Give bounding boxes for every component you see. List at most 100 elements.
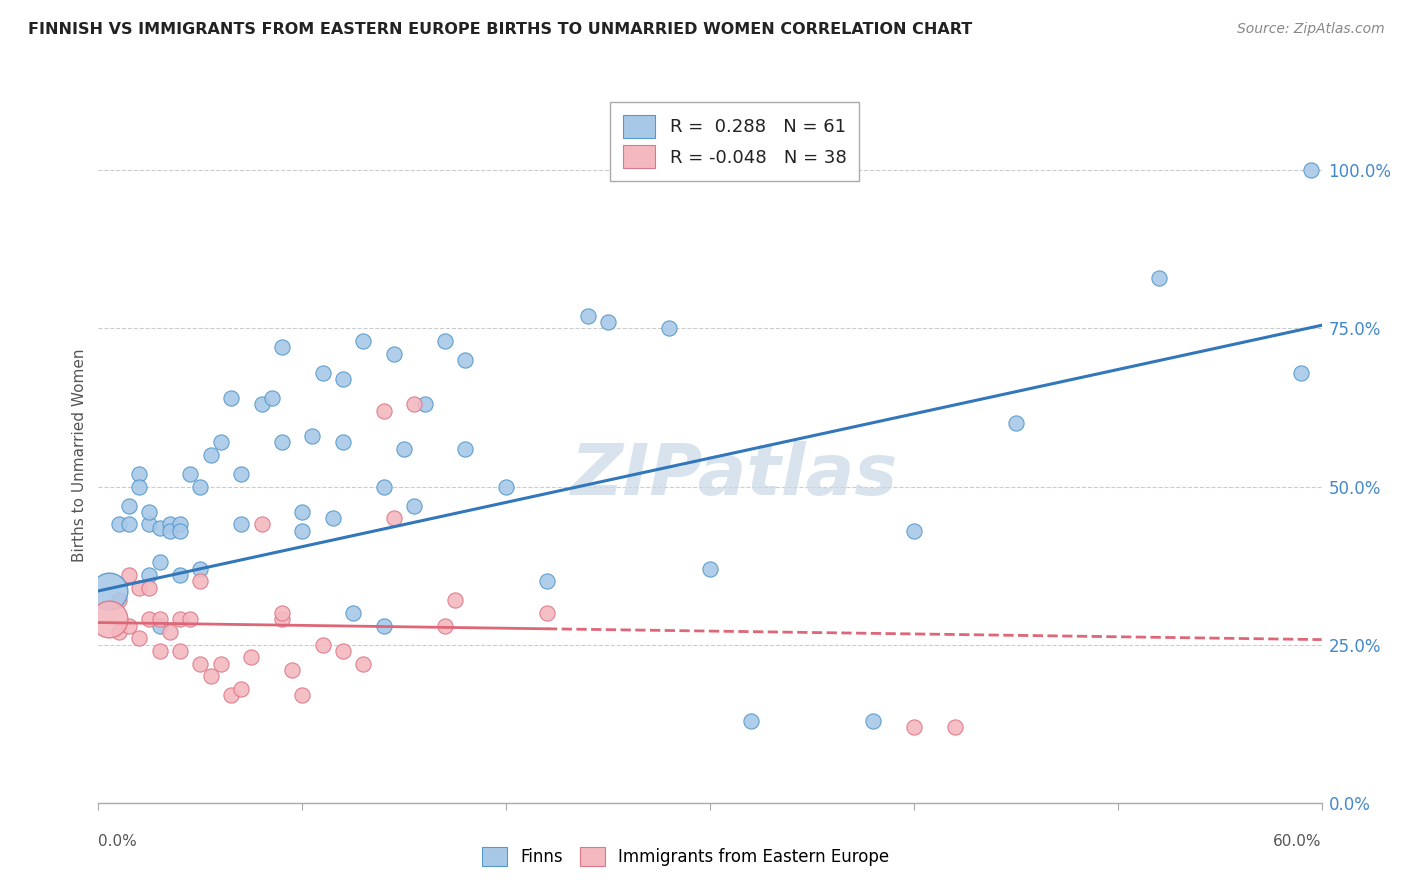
Point — [138, 581, 160, 595]
Point — [1291, 366, 1313, 380]
Point — [200, 448, 222, 462]
Point — [862, 714, 884, 728]
Point — [312, 638, 335, 652]
Point — [382, 511, 405, 525]
Point — [149, 618, 172, 632]
Point — [219, 391, 242, 405]
Point — [219, 688, 242, 702]
Text: Source: ZipAtlas.com: Source: ZipAtlas.com — [1237, 22, 1385, 37]
Point — [332, 435, 354, 450]
Text: FINNISH VS IMMIGRANTS FROM EASTERN EUROPE BIRTHS TO UNMARRIED WOMEN CORRELATION : FINNISH VS IMMIGRANTS FROM EASTERN EUROP… — [28, 22, 973, 37]
Point — [382, 347, 405, 361]
Point — [128, 467, 150, 481]
Point — [118, 499, 141, 513]
Point — [373, 403, 395, 417]
Point — [108, 517, 131, 532]
Point — [188, 479, 212, 493]
Legend: Finns, Immigrants from Eastern Europe: Finns, Immigrants from Eastern Europe — [474, 839, 897, 874]
Point — [617, 163, 640, 178]
Point — [188, 574, 212, 589]
Point — [231, 681, 253, 696]
Point — [598, 315, 620, 329]
Point — [159, 517, 181, 532]
Point — [270, 340, 294, 354]
Point — [138, 505, 160, 519]
Point — [943, 720, 966, 734]
Point — [179, 467, 201, 481]
Point — [413, 397, 436, 411]
Point — [138, 612, 160, 626]
Point — [169, 568, 191, 582]
Point — [231, 517, 253, 532]
Point — [404, 397, 426, 411]
Point — [291, 524, 314, 538]
Point — [373, 618, 395, 632]
Point — [118, 517, 141, 532]
Point — [536, 574, 558, 589]
Point — [200, 669, 222, 683]
Point — [108, 593, 131, 607]
Point — [352, 334, 374, 348]
Point — [149, 644, 172, 658]
Point — [128, 632, 150, 646]
Point — [454, 353, 477, 368]
Point — [1147, 270, 1170, 285]
Point — [903, 720, 925, 734]
Point — [209, 657, 232, 671]
Point — [291, 688, 314, 702]
Point — [159, 524, 181, 538]
Point — [108, 625, 131, 640]
Point — [128, 479, 150, 493]
Point — [97, 583, 120, 598]
Point — [149, 521, 172, 535]
Point — [270, 612, 294, 626]
Text: 0.0%: 0.0% — [98, 834, 138, 849]
Point — [658, 321, 681, 335]
Point — [250, 517, 273, 532]
Point — [270, 435, 294, 450]
Point — [903, 524, 925, 538]
Point — [97, 612, 120, 626]
Point — [301, 429, 323, 443]
Point — [159, 625, 181, 640]
Point — [169, 644, 191, 658]
Point — [392, 442, 416, 456]
Point — [188, 562, 212, 576]
Point — [322, 511, 344, 525]
Point — [179, 612, 201, 626]
Point — [118, 568, 141, 582]
Point — [495, 479, 517, 493]
Point — [169, 612, 191, 626]
Point — [250, 397, 273, 411]
Point — [169, 524, 191, 538]
Point — [404, 499, 426, 513]
Point — [434, 618, 457, 632]
Point — [149, 556, 172, 570]
Point — [1004, 417, 1026, 431]
Point — [332, 372, 354, 386]
Point — [270, 606, 294, 620]
Point — [281, 663, 304, 677]
Point — [138, 568, 160, 582]
Point — [444, 593, 467, 607]
Point — [240, 650, 263, 665]
Point — [149, 612, 172, 626]
Text: 60.0%: 60.0% — [1274, 834, 1322, 849]
Point — [434, 334, 457, 348]
Point — [342, 606, 364, 620]
Point — [740, 714, 762, 728]
Point — [209, 435, 232, 450]
Text: ZIPatlas: ZIPatlas — [571, 442, 898, 510]
Point — [231, 467, 253, 481]
Point — [454, 442, 477, 456]
Point — [118, 618, 141, 632]
Point — [128, 581, 150, 595]
Point — [536, 606, 558, 620]
Point — [332, 644, 354, 658]
Point — [352, 657, 374, 671]
Point — [576, 309, 599, 323]
Point — [373, 479, 395, 493]
Point — [138, 517, 160, 532]
Point — [188, 657, 212, 671]
Point — [1301, 163, 1323, 178]
